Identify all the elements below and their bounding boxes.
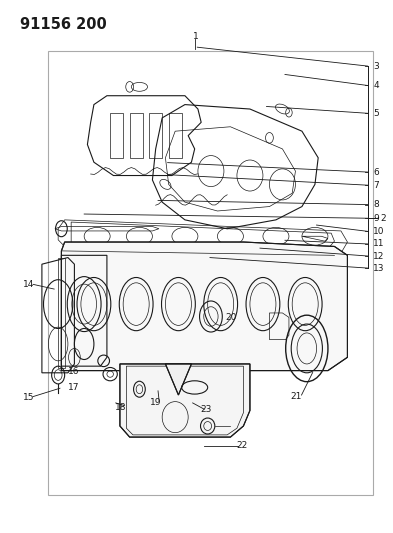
- Text: 20: 20: [226, 313, 237, 322]
- Text: 22: 22: [236, 441, 248, 450]
- Text: 6: 6: [373, 167, 379, 176]
- Polygon shape: [61, 242, 347, 370]
- Polygon shape: [120, 364, 250, 437]
- Text: 91156 200: 91156 200: [20, 17, 106, 33]
- Bar: [48, 51, 373, 495]
- Text: 3: 3: [373, 62, 379, 70]
- Text: 11: 11: [373, 239, 385, 248]
- Polygon shape: [165, 364, 191, 395]
- Text: 10: 10: [373, 227, 385, 236]
- Text: 9: 9: [373, 214, 379, 223]
- Text: 16: 16: [68, 367, 80, 376]
- Text: 13: 13: [373, 264, 385, 272]
- Text: 15: 15: [23, 393, 34, 402]
- Text: 21: 21: [290, 392, 301, 401]
- Text: 23: 23: [200, 405, 212, 414]
- Text: 19: 19: [150, 398, 161, 407]
- Text: 18: 18: [115, 402, 126, 411]
- Text: 14: 14: [23, 280, 34, 289]
- Text: 17: 17: [68, 383, 80, 392]
- Text: 2: 2: [380, 214, 386, 223]
- Text: 7: 7: [373, 181, 379, 190]
- Text: 4: 4: [373, 81, 379, 90]
- Text: 12: 12: [373, 252, 385, 261]
- Text: 5: 5: [373, 109, 379, 118]
- Text: 8: 8: [373, 200, 379, 209]
- Text: 1: 1: [193, 32, 198, 41]
